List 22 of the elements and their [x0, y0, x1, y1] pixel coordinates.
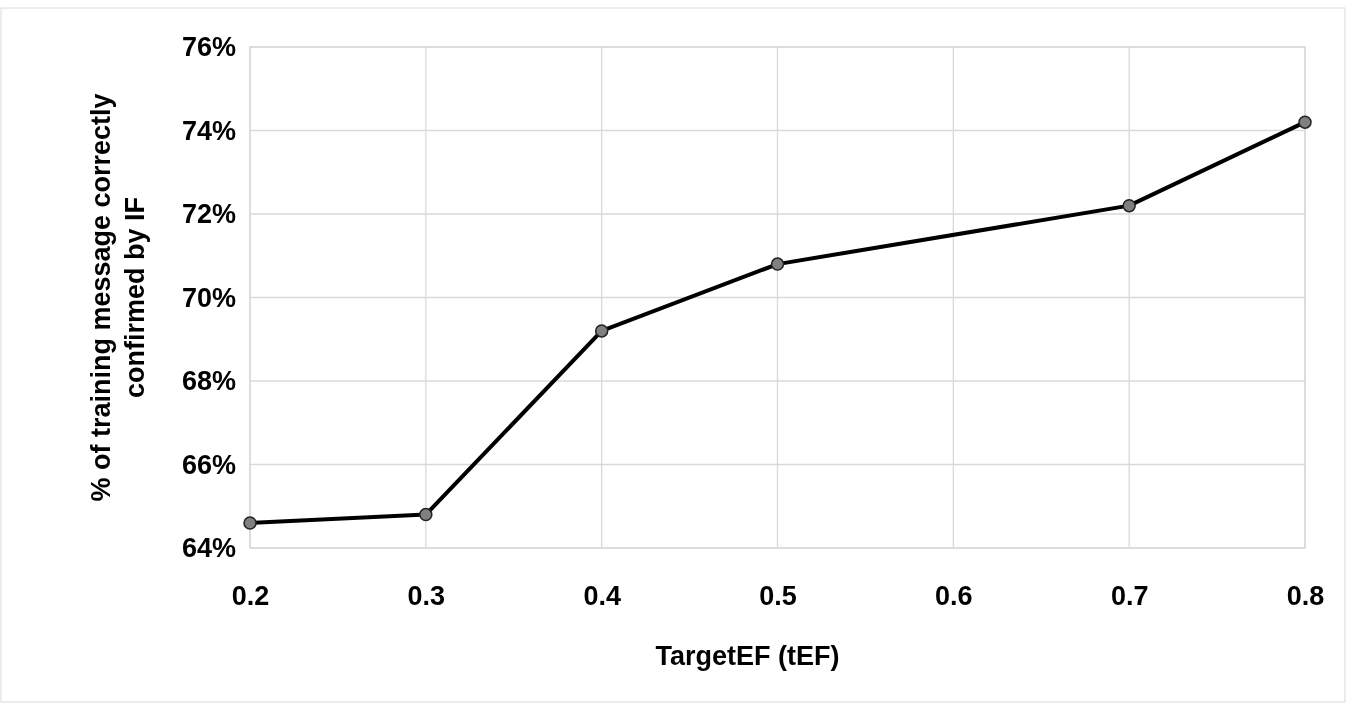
x-tick-label: 0.3: [407, 581, 446, 612]
x-tick-label: 0.6: [935, 581, 973, 612]
x-tick-label: 0.8: [1286, 581, 1325, 612]
y-tick-label: 68%: [181, 366, 236, 397]
point: [419, 507, 433, 522]
x-tick-label: 0.7: [1110, 581, 1149, 612]
point: [770, 257, 785, 271]
x-tick-label: 0.4: [583, 581, 621, 612]
x-tick-label: 0.5: [759, 581, 797, 612]
point: [1298, 115, 1312, 129]
y-tick-label: 72%: [181, 199, 236, 230]
y-tick-label: 66%: [181, 449, 236, 480]
y-tick-label: 64%: [181, 533, 236, 564]
point: [1122, 198, 1136, 213]
x-axis-title: TargetEF (tEF): [655, 641, 840, 671]
x-tick-label: 0.2: [231, 581, 270, 612]
point: [243, 516, 257, 530]
y-axis-title: % of training message correctly confirmed by IF: [86, 93, 150, 502]
y-tick-label: 76%: [181, 32, 236, 63]
y-tick-label: 70%: [181, 282, 236, 313]
y-tick-label: 74%: [181, 115, 236, 146]
point: [594, 324, 609, 338]
